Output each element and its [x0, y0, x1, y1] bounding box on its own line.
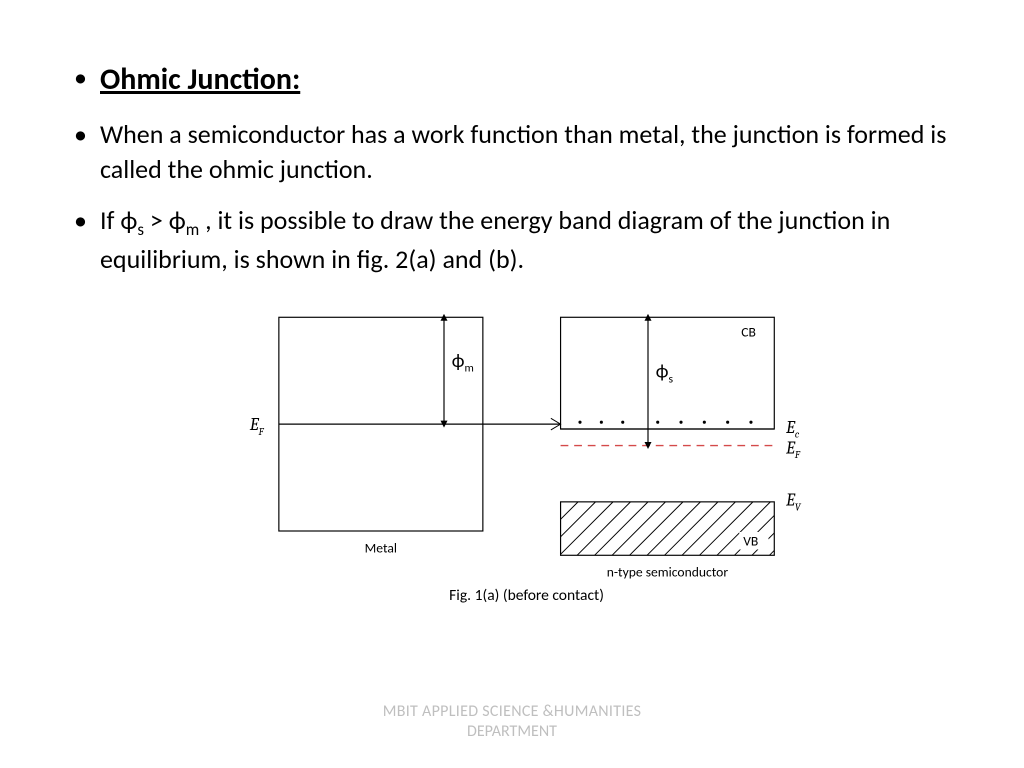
svg-text:Ec: Ec [785, 418, 800, 441]
svg-text:EF: EF [249, 415, 265, 438]
svg-text:EF: EF [785, 438, 801, 461]
footer-line-2: DEPARTMENT [0, 722, 1024, 742]
svg-text:ϕs: ϕs [656, 360, 674, 386]
svg-text:CB: CB [741, 323, 756, 340]
slide-title-bullet: Ohmic Junction: [70, 60, 954, 101]
svg-text:n-type semiconductor: n-type semiconductor [607, 563, 729, 580]
svg-text:Metal: Metal [365, 539, 397, 556]
energy-band-diagram: ϕmϕsEFEcEFEVCBVBMetaln-type semiconducto… [172, 293, 852, 633]
b2-post: , it is possible to draw the energy band… [100, 204, 890, 275]
svg-text:EV: EV [785, 491, 802, 514]
slide-title: Ohmic Junction: [100, 61, 300, 98]
bullet-1: When a semiconductor has a work function… [70, 117, 954, 187]
b2-sub-s: s [137, 219, 144, 240]
slide-footer: MBIT APPLIED SCIENCE &HUMANITIES DEPARTM… [0, 702, 1024, 742]
svg-text:Fig. 1(a) (before contact): Fig. 1(a) (before contact) [449, 586, 604, 605]
footer-line-1: MBIT APPLIED SCIENCE &HUMANITIES [0, 702, 1024, 722]
svg-text:VB: VB [743, 532, 758, 549]
b2-sub-m: m [186, 219, 200, 240]
bullet-2: If ϕs > ϕm , it is possible to draw the … [70, 203, 954, 277]
b2-mid: > ϕ [144, 204, 186, 236]
svg-text:ϕm: ϕm [452, 350, 474, 376]
b2-pre: If ϕ [100, 204, 137, 236]
